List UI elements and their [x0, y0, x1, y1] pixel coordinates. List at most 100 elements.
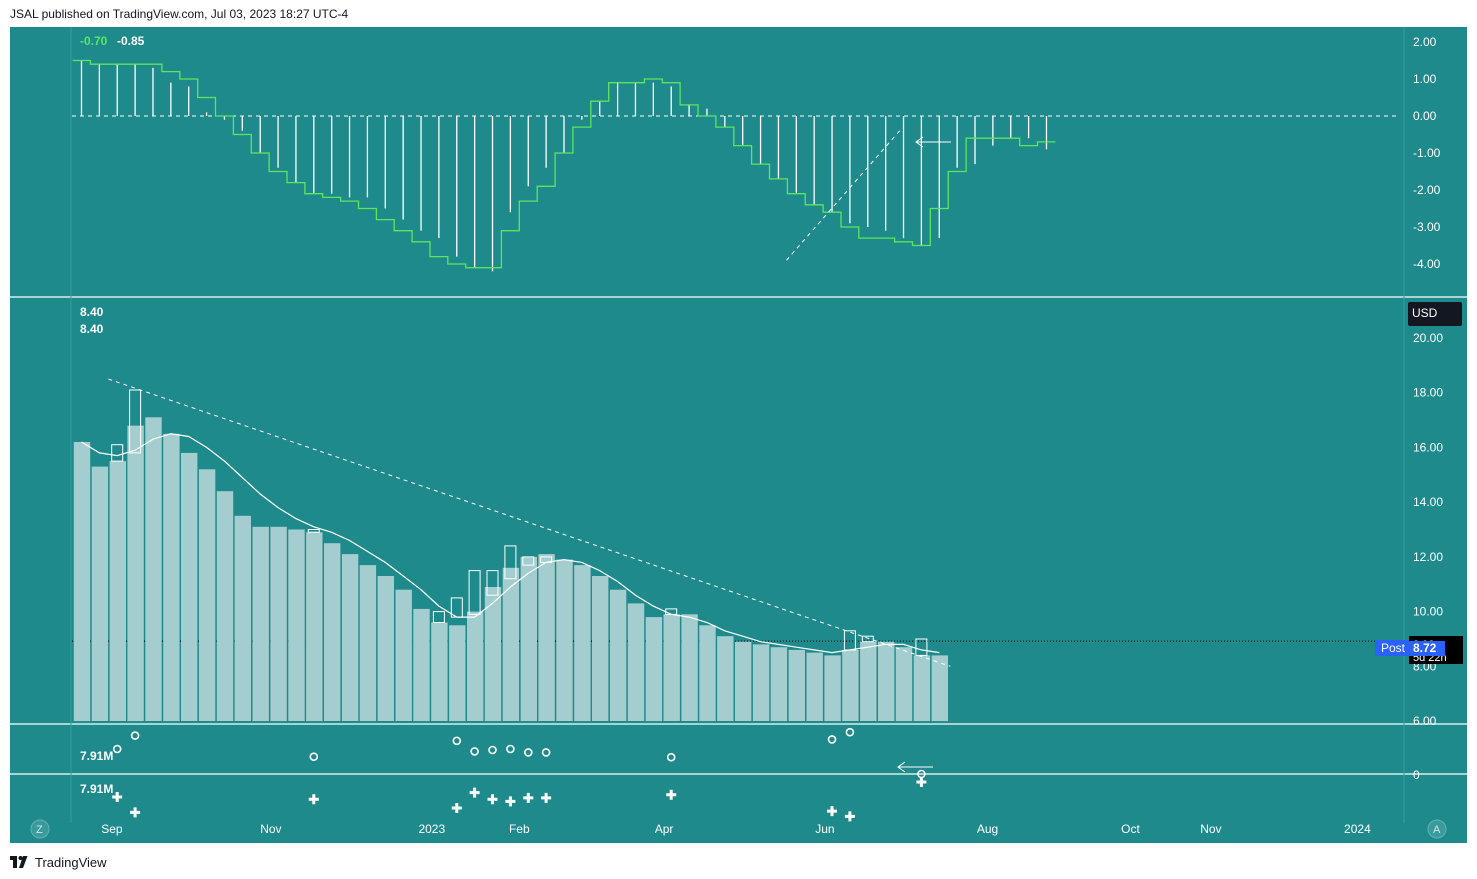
- osc-arrow-head: [915, 136, 924, 148]
- price-candle: [468, 570, 481, 615]
- price-candle: [432, 611, 445, 623]
- x-axis-label: Nov: [1200, 822, 1221, 836]
- marker-legend-value-2: 7.91M: [80, 782, 113, 796]
- price-bar: [449, 625, 466, 722]
- price-bar: [234, 515, 251, 721]
- price-bar: [520, 556, 537, 722]
- price-bar: [609, 589, 627, 721]
- marker-axis-tick: 0: [1413, 768, 1420, 782]
- price-bar: [878, 641, 895, 721]
- marker-circle: [488, 745, 497, 755]
- oscillator-panel: [72, 59, 1400, 272]
- price-bar: [574, 565, 591, 722]
- price-bar: [770, 647, 788, 722]
- price-bar: [752, 644, 770, 721]
- marker-plus: [112, 792, 123, 802]
- price-bar: [699, 625, 716, 722]
- marker-circle: [130, 731, 140, 740]
- x-axis-label: Aug: [977, 822, 998, 836]
- price-bar: [252, 526, 269, 722]
- osc-trendline: [786, 130, 901, 261]
- post-badge: [1375, 640, 1409, 656]
- marker-plus: [130, 807, 141, 818]
- publish-info: JSAL published on TradingView.com, Jul 0…: [10, 7, 349, 21]
- marker-plus: [523, 792, 534, 803]
- marker-plus: [844, 811, 855, 822]
- marker-plus: [827, 806, 837, 817]
- x-axis-label: Jun: [815, 822, 834, 836]
- x-axis-label: Oct: [1121, 822, 1140, 836]
- axes: 2.00 1.00 0.00 -1.00 -2.00 -3.00 -4.00 20.00 18.…: [101, 35, 1443, 836]
- price-bar: [484, 587, 502, 722]
- price-axis-tick: 6.00: [1413, 714, 1437, 728]
- x-axis-label: Apr: [655, 822, 674, 836]
- osc-axis-tick: 0.00: [1413, 109, 1437, 123]
- price-axis-tick: 14.00: [1413, 495, 1443, 509]
- marker-plus: [666, 789, 677, 800]
- tradingview-logo[interactable]: TradingView: [10, 853, 107, 871]
- price-legend-value-2: 8.40: [80, 322, 104, 336]
- price-bar: [502, 567, 520, 721]
- price-bar: [645, 617, 663, 722]
- osc-axis-tick: 1.00: [1413, 72, 1437, 86]
- zoom-button[interactable]: [30, 819, 50, 839]
- price-bar: [681, 614, 698, 721]
- price-bar: [735, 641, 752, 721]
- x-axis-label: 2024: [1344, 822, 1371, 836]
- price-bar: [341, 554, 359, 721]
- price-bar: [931, 655, 948, 722]
- panel-separators: [10, 27, 1467, 823]
- price-bar: [431, 622, 448, 721]
- price-panel: [72, 378, 1405, 722]
- x-axis-label: 2023: [418, 822, 445, 836]
- price-bar: [145, 417, 162, 721]
- currency-badge[interactable]: [1408, 302, 1462, 326]
- price-bar: [467, 611, 484, 721]
- price-candle: [915, 638, 928, 656]
- price-axis-tick: 12.00: [1413, 550, 1443, 564]
- marker-circle: [523, 748, 533, 757]
- auto-scale-button-label: A: [1433, 824, 1441, 836]
- price-bar: [377, 576, 394, 721]
- zoom-button-label: Z: [36, 824, 43, 836]
- price-moving-average: [81, 433, 940, 654]
- x-axis-label: Feb: [509, 822, 530, 836]
- marker-plus: [451, 803, 462, 813]
- auto-scale-button[interactable]: [1427, 819, 1447, 839]
- marker-plus: [505, 796, 516, 807]
- osc-signal-line: [72, 59, 1056, 269]
- marker-circle: [309, 752, 319, 762]
- price-bar: [592, 576, 609, 721]
- marker-circle: [452, 736, 462, 746]
- price-axis-tick: 10.00: [1413, 605, 1443, 619]
- price-bar: [324, 543, 341, 721]
- x-axis-label: Sep: [101, 822, 123, 836]
- price-axis-tick: 16.00: [1413, 440, 1443, 454]
- price-bar: [73, 442, 91, 722]
- marker-circle: [112, 744, 122, 754]
- price-bar: [627, 603, 645, 721]
- marker-circle: [541, 748, 551, 757]
- price-candle: [665, 608, 678, 615]
- price-bar: [556, 559, 573, 721]
- price-bar: [842, 649, 859, 721]
- price-bar: [806, 652, 823, 721]
- chart-canvas[interactable]: 2.00 1.00 0.00 -1.00 -2.00 -3.00 -4.00 20.00 18.…: [10, 27, 1467, 843]
- marker-plus: [469, 787, 480, 798]
- price-bar: [824, 655, 841, 722]
- tradingview-logo-icon: [10, 856, 28, 868]
- price-bar: [270, 526, 287, 722]
- price-bar: [127, 425, 144, 722]
- price-candle: [486, 570, 499, 596]
- osc-legend-value-2: -0.85: [117, 34, 145, 48]
- osc-legend-value-1: -0.70: [80, 34, 108, 48]
- price-bar: [413, 608, 430, 722]
- marker-circle: [506, 744, 515, 754]
- marker-plus: [308, 794, 319, 805]
- price-candle: [307, 529, 320, 533]
- price-bar: [538, 554, 555, 721]
- marker-circle: [827, 735, 837, 744]
- price-bar: [895, 647, 913, 722]
- marker-plus: [541, 792, 552, 803]
- price-candle: [504, 545, 517, 580]
